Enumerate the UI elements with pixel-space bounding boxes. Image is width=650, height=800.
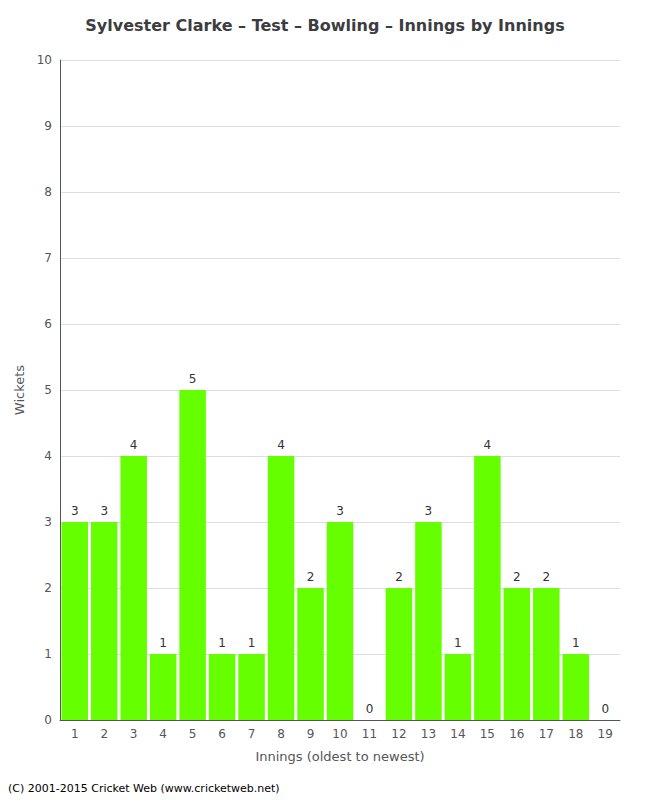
svg-text:6: 6 xyxy=(218,727,226,741)
svg-text:16: 16 xyxy=(509,727,524,741)
svg-text:1: 1 xyxy=(218,636,226,650)
svg-text:8: 8 xyxy=(277,727,285,741)
svg-text:0: 0 xyxy=(366,702,374,716)
svg-text:14: 14 xyxy=(450,727,465,741)
svg-text:2: 2 xyxy=(100,727,108,741)
svg-text:10: 10 xyxy=(332,727,347,741)
svg-text:13: 13 xyxy=(421,727,436,741)
svg-text:1: 1 xyxy=(159,636,167,650)
svg-text:2: 2 xyxy=(542,570,550,584)
svg-text:8: 8 xyxy=(44,185,52,199)
svg-text:2: 2 xyxy=(395,570,403,584)
svg-text:6: 6 xyxy=(44,317,52,331)
svg-text:18: 18 xyxy=(568,727,583,741)
svg-text:5: 5 xyxy=(189,727,197,741)
svg-text:9: 9 xyxy=(307,727,315,741)
svg-text:2: 2 xyxy=(44,581,52,595)
svg-text:3: 3 xyxy=(71,504,79,518)
svg-text:5: 5 xyxy=(44,383,52,397)
svg-text:(C) 2001-2015 Cricket Web (www: (C) 2001-2015 Cricket Web (www.cricketwe… xyxy=(8,782,280,795)
svg-text:7: 7 xyxy=(248,727,256,741)
svg-text:3: 3 xyxy=(100,504,108,518)
svg-text:1: 1 xyxy=(248,636,256,650)
svg-text:1: 1 xyxy=(572,636,580,650)
svg-text:4: 4 xyxy=(484,438,492,452)
svg-text:1: 1 xyxy=(454,636,462,650)
svg-text:12: 12 xyxy=(391,727,406,741)
svg-text:0: 0 xyxy=(44,713,52,727)
svg-text:4: 4 xyxy=(130,438,138,452)
svg-text:15: 15 xyxy=(480,727,495,741)
svg-text:3: 3 xyxy=(130,727,138,741)
svg-text:4: 4 xyxy=(159,727,167,741)
svg-text:19: 19 xyxy=(598,727,613,741)
svg-text:2: 2 xyxy=(307,570,315,584)
svg-text:Wickets: Wickets xyxy=(12,365,27,415)
svg-text:Sylvester Clarke – Test – Bowl: Sylvester Clarke – Test – Bowling – Inni… xyxy=(85,16,564,35)
svg-text:Innings (oldest to newest): Innings (oldest to newest) xyxy=(255,749,424,764)
svg-text:9: 9 xyxy=(44,119,52,133)
svg-text:3: 3 xyxy=(336,504,344,518)
svg-text:4: 4 xyxy=(44,449,52,463)
svg-text:11: 11 xyxy=(362,727,377,741)
svg-text:5: 5 xyxy=(189,372,197,386)
svg-text:3: 3 xyxy=(44,515,52,529)
svg-text:1: 1 xyxy=(71,727,79,741)
svg-text:17: 17 xyxy=(539,727,554,741)
svg-text:4: 4 xyxy=(277,438,285,452)
svg-text:2: 2 xyxy=(513,570,521,584)
svg-text:0: 0 xyxy=(601,702,609,716)
svg-text:1: 1 xyxy=(44,647,52,661)
svg-text:3: 3 xyxy=(425,504,433,518)
svg-text:10: 10 xyxy=(37,53,52,67)
svg-text:7: 7 xyxy=(44,251,52,265)
